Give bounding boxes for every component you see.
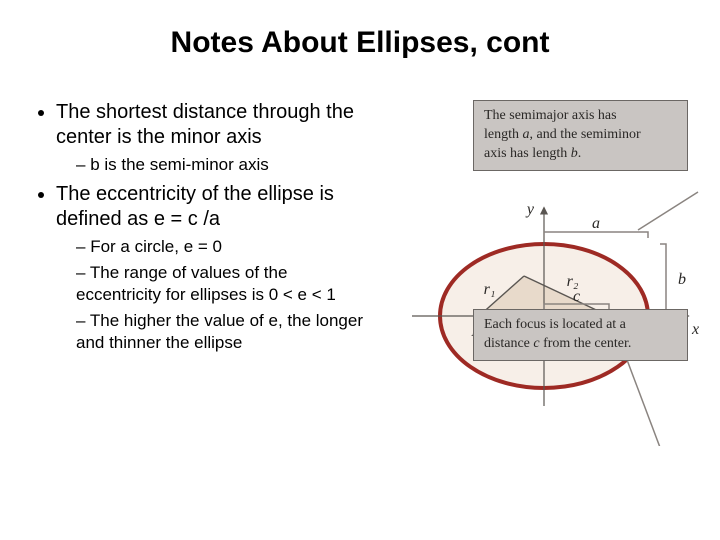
note-semimajor: The semimajor axis has length a, and the… xyxy=(473,100,688,171)
text-column: The shortest distance through the center… xyxy=(32,100,372,361)
note-top-l2-mid: , and the semiminor xyxy=(530,127,641,142)
note-top-l2-pre: length xyxy=(484,127,523,142)
note-top-l3-post: . xyxy=(578,146,582,161)
svg-text:r₁: r₁ xyxy=(484,281,496,298)
bullet-2-sub-3: The higher the value of e, the longer an… xyxy=(76,310,372,354)
note-focus: Each focus is located at a distance c fr… xyxy=(473,309,688,361)
svg-text:a: a xyxy=(592,215,600,232)
note-top-l3-pre: axis has length xyxy=(484,146,571,161)
bullet-list: The shortest distance through the center… xyxy=(32,100,372,355)
note-top-line3: axis has length b. xyxy=(484,145,677,164)
note-top-line2: length a, and the semiminor xyxy=(484,126,677,145)
bullet-2-sub-2: The range of values of the eccentricity … xyxy=(76,262,372,306)
bullet-1-sub-1: b is the semi-minor axis xyxy=(76,154,372,176)
svg-text:x: x xyxy=(691,321,699,338)
svg-text:r₂: r₂ xyxy=(567,273,579,290)
note-top-l3-b: b xyxy=(571,146,578,161)
bullet-1-text: The shortest distance through the center… xyxy=(56,101,354,148)
note-bot-l2-pre: distance xyxy=(484,336,533,351)
note-bot-line2: distance c from the center. xyxy=(484,335,677,354)
note-bot-line1: Each focus is located at a xyxy=(484,316,677,335)
bullet-2-sub-1: For a circle, e = 0 xyxy=(76,236,372,258)
figure-column: The semimajor axis has length a, and the… xyxy=(384,100,688,361)
bullet-2-text: The eccentricity of the ellipse is defin… xyxy=(56,183,334,230)
note-bot-l2-post: from the center. xyxy=(540,336,632,351)
note-top-line1: The semimajor axis has xyxy=(484,107,677,126)
page-title: Notes About Ellipses, cont xyxy=(32,26,688,60)
svg-text:b: b xyxy=(678,271,686,288)
svg-text:c: c xyxy=(573,288,580,305)
content-row: The shortest distance through the center… xyxy=(32,100,688,361)
svg-text:y: y xyxy=(525,201,535,218)
note-top-l2-a: a xyxy=(523,127,530,142)
bullet-2: The eccentricity of the ellipse is defin… xyxy=(56,182,372,354)
bullet-1: The shortest distance through the center… xyxy=(56,100,372,176)
